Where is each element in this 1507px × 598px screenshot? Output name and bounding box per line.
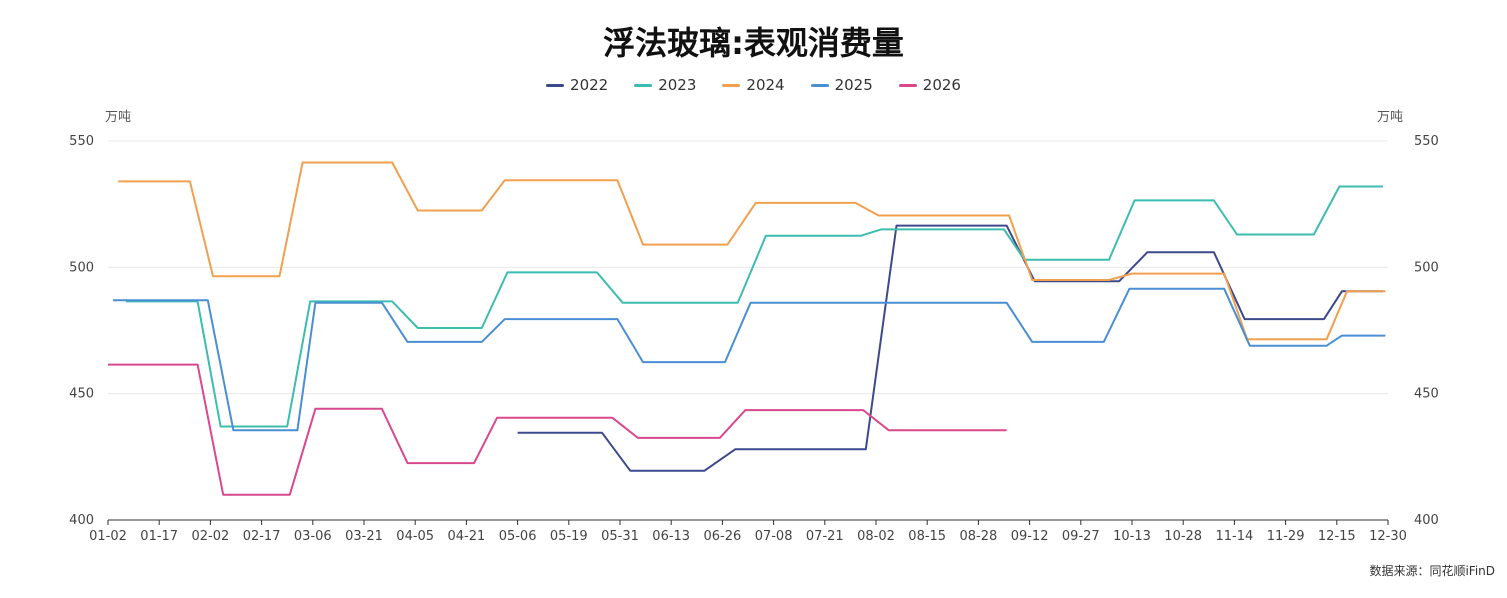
- series-line-2025: [113, 287, 1386, 432]
- x-tick-label-05-06: 05-06: [499, 529, 537, 544]
- y-tick-right-550: 550: [1414, 134, 1439, 149]
- legend-label-2023: 2023: [658, 76, 697, 94]
- series-line-2026: [108, 363, 1007, 496]
- x-tick-label-08-15: 08-15: [908, 529, 946, 544]
- x-tick-label-11-14: 11-14: [1216, 529, 1254, 544]
- y-tick-right-400: 400: [1414, 513, 1439, 528]
- series-line-2022: [517, 224, 1383, 472]
- x-tick-label-03-21: 03-21: [345, 529, 383, 544]
- series-line-2024: [118, 161, 1386, 341]
- legend-label-2025: 2025: [834, 76, 873, 94]
- legend: 2022 2023 2024 2025 2026: [0, 76, 1507, 94]
- legend-swatch-2024: [722, 83, 741, 87]
- x-tick-label-03-06: 03-06: [294, 529, 332, 544]
- x-tick-label-12-30: 12-30: [1369, 529, 1407, 544]
- x-tick-label-01-02: 01-02: [89, 529, 127, 544]
- x-tick-label-06-13: 06-13: [652, 529, 690, 544]
- x-tick-label-04-21: 04-21: [448, 529, 486, 544]
- x-tick-label-10-13: 10-13: [1113, 529, 1151, 544]
- legend-item-2026[interactable]: 2026: [898, 76, 961, 94]
- x-tick-label-08-02: 08-02: [857, 529, 895, 544]
- x-tick-label-07-21: 07-21: [806, 529, 844, 544]
- y-tick-right-450: 450: [1414, 387, 1439, 402]
- x-tick-label-09-12: 09-12: [1011, 529, 1049, 544]
- x-tick-label-05-19: 05-19: [550, 529, 588, 544]
- y-tick-left-550: 550: [69, 134, 94, 149]
- legend-swatch-2023: [634, 83, 653, 87]
- legend-item-2025[interactable]: 2025: [810, 76, 873, 94]
- data-source: 数据来源：同花顺iFinD: [1369, 564, 1495, 578]
- chart-title: 浮法玻璃:表观消费量: [603, 24, 904, 62]
- legend-swatch-2022: [546, 83, 565, 87]
- x-tick-label-10-28: 10-28: [1164, 529, 1202, 544]
- x-tick-label-11-29: 11-29: [1267, 529, 1305, 544]
- y-axis-unit-right: 万吨: [1376, 110, 1403, 125]
- x-tick-label-01-17: 01-17: [140, 529, 178, 544]
- x-tick-label-12-15: 12-15: [1318, 529, 1356, 544]
- x-tick-label-02-17: 02-17: [243, 529, 281, 544]
- y-axis-unit-left: 万吨: [105, 110, 132, 125]
- x-tick-label-05-31: 05-31: [601, 529, 639, 544]
- legend-swatch-2025: [810, 83, 829, 87]
- series-line-2023: [125, 185, 1383, 428]
- legend-item-2024[interactable]: 2024: [722, 76, 785, 94]
- legend-swatch-2026: [898, 83, 917, 87]
- x-tick-label-04-05: 04-05: [396, 529, 434, 544]
- x-tick-label-06-26: 06-26: [704, 529, 742, 544]
- y-tick-left-500: 500: [69, 260, 94, 275]
- legend-label-2026: 2026: [922, 76, 961, 94]
- legend-item-2023[interactable]: 2023: [634, 76, 696, 94]
- x-tick-label-09-27: 09-27: [1062, 529, 1100, 544]
- legend-item-2022[interactable]: 2022: [546, 76, 608, 94]
- x-tick-label-07-08: 07-08: [755, 529, 793, 544]
- y-tick-left-400: 400: [69, 513, 94, 528]
- legend-label-2022: 2022: [570, 76, 609, 94]
- y-tick-right-500: 500: [1414, 260, 1439, 275]
- x-tick-label-08-28: 08-28: [960, 529, 998, 544]
- x-tick-label-02-02: 02-02: [192, 529, 230, 544]
- legend-label-2024: 2024: [746, 76, 785, 94]
- y-tick-left-450: 450: [69, 387, 94, 402]
